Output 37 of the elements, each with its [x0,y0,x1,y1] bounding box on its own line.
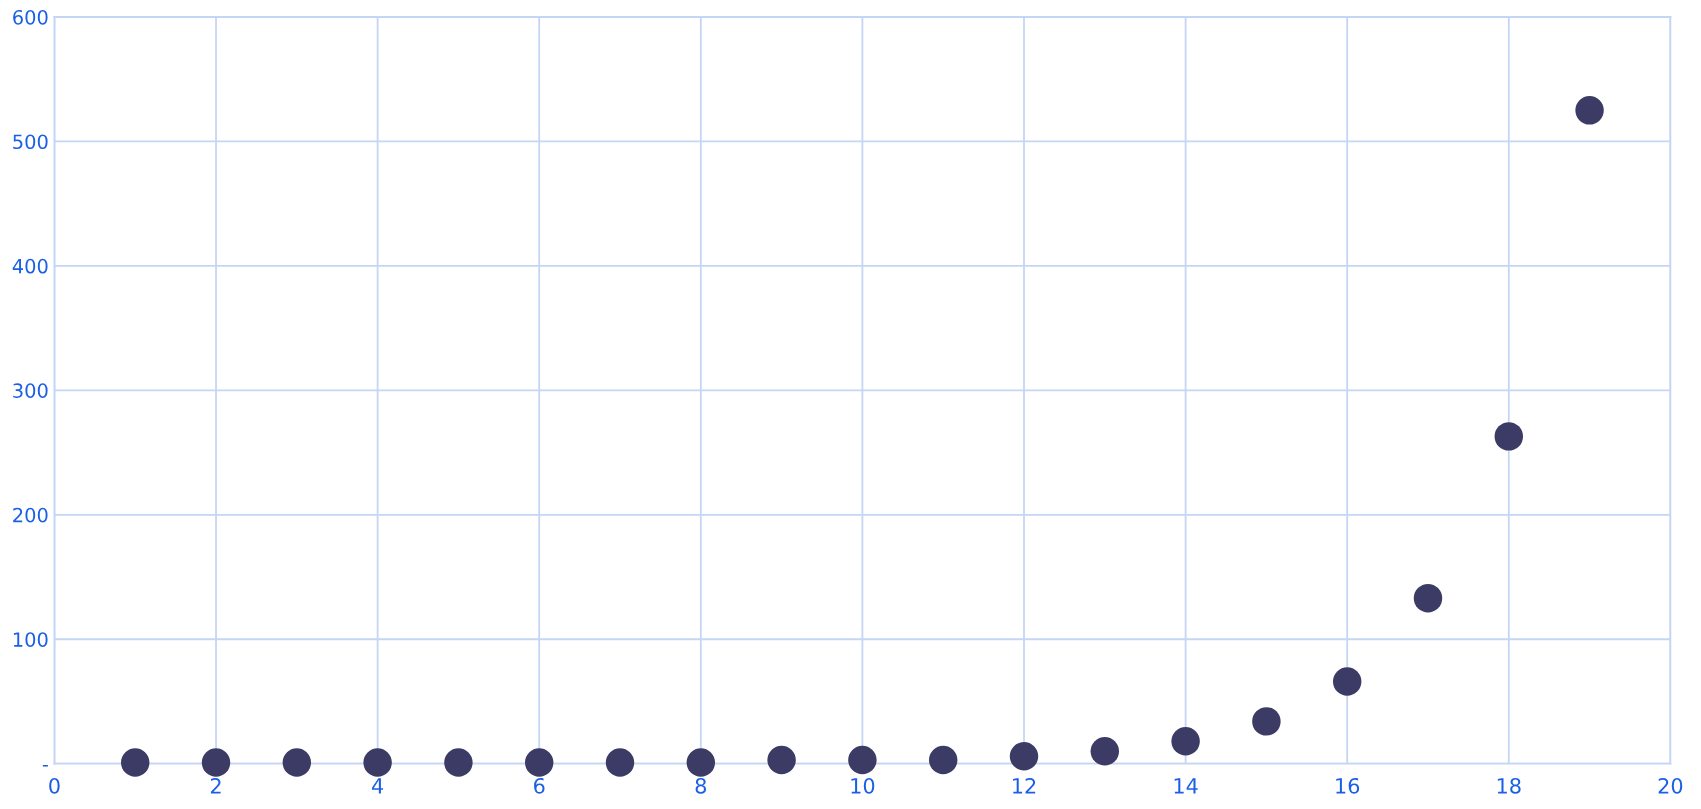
x-tick-label: 4 [372,778,384,794]
point [524,748,554,777]
x-tick-label: 16 [1336,777,1360,794]
y-tick-label: 400 [12,258,48,274]
point [1171,727,1200,756]
point [1090,737,1120,766]
point [848,745,877,775]
y-tick-label: 200 [13,507,48,523]
x-tick-label: 20 [1658,777,1683,794]
x-tick-label: 18 [1497,777,1521,794]
point [282,748,312,777]
point [928,745,958,775]
point [1413,583,1443,613]
point [444,748,473,777]
x-tick-label: 0 [49,777,60,794]
x-tick-label: 6 [534,777,545,794]
point [121,748,150,777]
point [1252,707,1281,736]
point [767,745,796,775]
x-tick-label: 2 [210,777,221,794]
x-tick-label: 14 [1174,778,1198,794]
point [605,748,635,777]
point [1575,96,1604,125]
y-tick-label: 100 [13,632,48,647]
point [1332,667,1362,696]
y-tick-label: - [42,764,48,767]
x-tick-label: 8 [695,777,707,794]
x-tick-label: 12 [1013,777,1036,794]
y-tick-label: 300 [13,383,48,399]
point [1009,742,1039,771]
y-tick-label: 500 [13,134,48,150]
x-tick-label: 10 [851,777,875,794]
point [201,748,231,777]
point [1494,422,1524,451]
point [686,748,716,777]
point [363,748,392,777]
y-tick-label: 600 [13,9,48,25]
